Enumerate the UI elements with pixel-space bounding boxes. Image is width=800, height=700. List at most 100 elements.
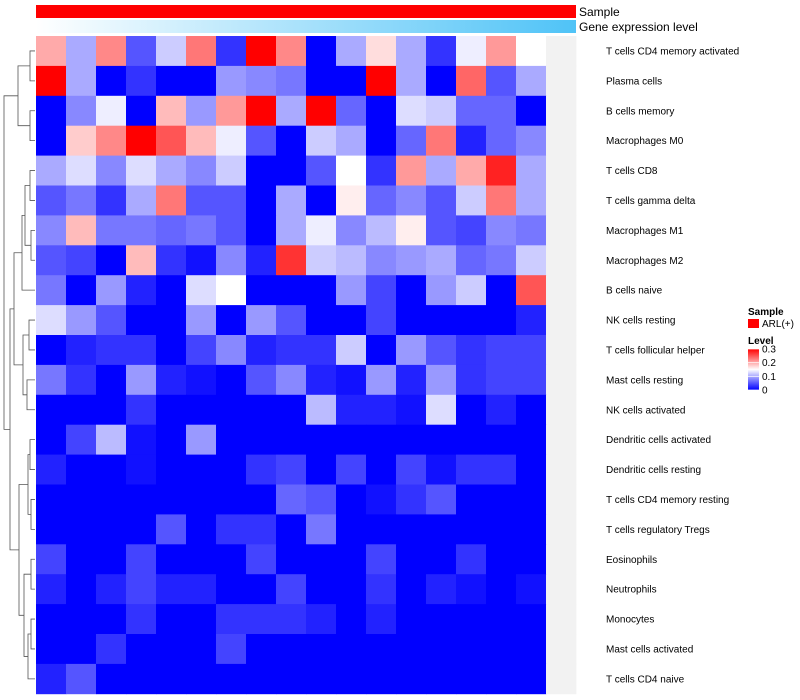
heatmap-cell <box>426 484 457 515</box>
heatmap-cell <box>426 634 457 665</box>
row-label: Dendritic cells resting <box>606 465 701 476</box>
heatmap-cell <box>306 364 337 396</box>
heatmap-cell <box>516 155 547 186</box>
row-label: Mast cells activated <box>606 644 693 655</box>
heatmap-cell <box>66 335 97 366</box>
heatmap-cell <box>456 245 487 276</box>
heatmap-cell <box>276 275 307 306</box>
heatmap-cell <box>456 335 487 366</box>
heatmap-cell <box>306 394 337 426</box>
heatmap-cell <box>66 634 97 665</box>
heatmap-cell <box>546 454 577 485</box>
heatmap-cell <box>396 185 427 216</box>
heatmap-cell <box>366 125 397 156</box>
heatmap-cell <box>156 275 187 306</box>
heatmap-cell <box>456 185 487 216</box>
heatmap-cell <box>96 36 127 67</box>
row-label: B cells memory <box>606 106 674 117</box>
heatmap-cell <box>336 245 367 276</box>
heatmap-cell <box>36 634 67 665</box>
heatmap-cell <box>186 574 217 605</box>
level-tick-label: 0.3 <box>762 345 776 356</box>
heatmap-cell <box>126 574 157 605</box>
heatmap-cell <box>216 484 247 515</box>
heatmap-cell <box>366 574 397 605</box>
heatmap-cell <box>186 424 217 455</box>
heatmap-cell <box>156 634 187 665</box>
heatmap-cell <box>516 275 547 306</box>
heatmap-cell <box>366 454 397 485</box>
heatmap-cell <box>66 245 97 276</box>
heatmap-cell <box>516 215 547 246</box>
heatmap-cell <box>126 36 157 67</box>
heatmap-cell <box>126 454 157 485</box>
heatmap-cell <box>396 245 427 276</box>
heatmap-cell <box>36 65 67 97</box>
heatmap-cell <box>36 305 67 336</box>
heatmap-cell <box>456 275 487 306</box>
heatmap-cell <box>366 305 397 336</box>
heatmap-cell <box>516 394 547 426</box>
heatmap-cell <box>456 484 487 515</box>
heatmap-cell <box>426 125 457 156</box>
heatmap-cell <box>186 364 217 396</box>
heatmap-cell <box>396 364 427 396</box>
row-label: T cells follicular helper <box>606 345 705 356</box>
heatmap-cell <box>186 514 217 545</box>
heatmap-cell <box>276 245 307 276</box>
heatmap-cell <box>216 424 247 455</box>
heatmap-cell <box>66 364 97 396</box>
heatmap-cell <box>396 424 427 455</box>
heatmap-cell <box>36 394 67 426</box>
heatmap-cell <box>366 663 397 695</box>
heatmap-cell <box>36 544 67 575</box>
heatmap-cell <box>246 275 277 306</box>
heatmap-cell <box>186 185 217 216</box>
heatmap-cell <box>336 424 367 455</box>
dendrogram-branch <box>29 439 35 470</box>
heatmap-cell <box>306 95 337 127</box>
heatmap-cell <box>456 95 487 127</box>
dendrogram-branch <box>23 573 31 657</box>
heatmap-cell <box>336 36 367 67</box>
heatmap-cell <box>456 544 487 575</box>
heatmap-cell <box>516 335 547 366</box>
row-label: Macrophages M1 <box>606 226 684 237</box>
heatmap-cell <box>126 65 157 97</box>
heatmap-cell <box>396 275 427 306</box>
heatmap-cell <box>306 454 337 485</box>
heatmap-cell <box>246 36 277 67</box>
heatmap-cell <box>486 95 517 127</box>
dendrogram-branch <box>17 65 30 127</box>
heatmap-cell <box>216 65 247 97</box>
heatmap-cell <box>426 155 457 186</box>
heatmap-cell <box>336 95 367 127</box>
heatmap-cell <box>96 65 127 97</box>
heatmap-cell <box>66 305 97 336</box>
heatmap-cell <box>396 36 427 67</box>
heatmap-cell <box>306 275 337 306</box>
heatmap-cell <box>516 36 547 67</box>
row-dendrogram <box>3 50 35 680</box>
heatmap-cell <box>426 424 457 455</box>
heatmap-cell <box>186 634 217 665</box>
heatmap-cell <box>306 424 337 455</box>
heatmap-cell <box>396 514 427 545</box>
heatmap-cell <box>66 514 97 545</box>
heatmap-cell <box>426 36 457 67</box>
dendrogram-branch <box>18 484 28 616</box>
heatmap-cell <box>336 305 367 336</box>
heatmap-cell <box>96 514 127 545</box>
heatmap-cell <box>276 125 307 156</box>
level-tick-label: 0.2 <box>762 358 776 369</box>
heatmap-cell <box>546 275 577 306</box>
heatmap-cell <box>126 514 157 545</box>
heatmap-cell <box>516 245 547 276</box>
heatmap-cell <box>546 514 577 545</box>
heatmap-cell <box>156 36 187 67</box>
heatmap-cell <box>396 544 427 575</box>
heatmap-cell <box>156 574 187 605</box>
heatmap-cell <box>546 185 577 216</box>
dendrogram-branch <box>29 50 35 82</box>
heatmap-cell <box>156 305 187 336</box>
